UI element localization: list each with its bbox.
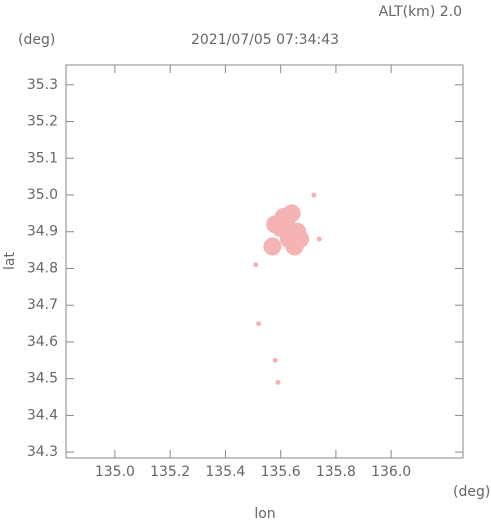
x-tick-label: 135.0 [95, 464, 135, 480]
y-tick-label: 34.7 [27, 297, 58, 313]
plot-frame [65, 64, 464, 459]
echo-point [275, 379, 281, 385]
y-tick-label: 35.3 [27, 77, 58, 93]
y-tick-label: 34.8 [27, 260, 58, 276]
x-axis-label: lon [254, 506, 275, 521]
y-tick-label: 34.6 [27, 334, 58, 350]
x-tick-label: 135.8 [316, 464, 356, 480]
x-tick-label: 135.6 [261, 464, 301, 480]
y-tick-label: 34.3 [27, 444, 58, 460]
y-tick-label: 34.9 [27, 224, 58, 240]
y-axis-label: lat [2, 252, 18, 270]
y-tick-label: 35.1 [27, 150, 58, 166]
echo-point [274, 208, 293, 227]
y-tick-label: 34.4 [27, 407, 58, 423]
echo-point [263, 237, 282, 256]
x-unit: (deg) [453, 484, 490, 500]
y-unit: (deg) [18, 32, 55, 48]
x-tick-label: 135.2 [150, 464, 190, 480]
echo-point [291, 230, 310, 249]
y-tick-label: 35.0 [27, 187, 58, 203]
x-tick-label: 136.0 [371, 464, 411, 480]
altitude-label: ALT(km) 2.0 [379, 4, 462, 20]
chart-title: 2021/07/05 07:34:43 [191, 32, 339, 48]
echo-point [316, 236, 322, 242]
echo-point [256, 321, 262, 327]
echo-point [253, 262, 259, 268]
echo-point [311, 192, 317, 198]
x-tick-label: 135.4 [205, 464, 245, 480]
y-tick-label: 34.5 [27, 371, 58, 387]
echo-point [272, 357, 278, 363]
y-tick-label: 35.2 [27, 114, 58, 130]
